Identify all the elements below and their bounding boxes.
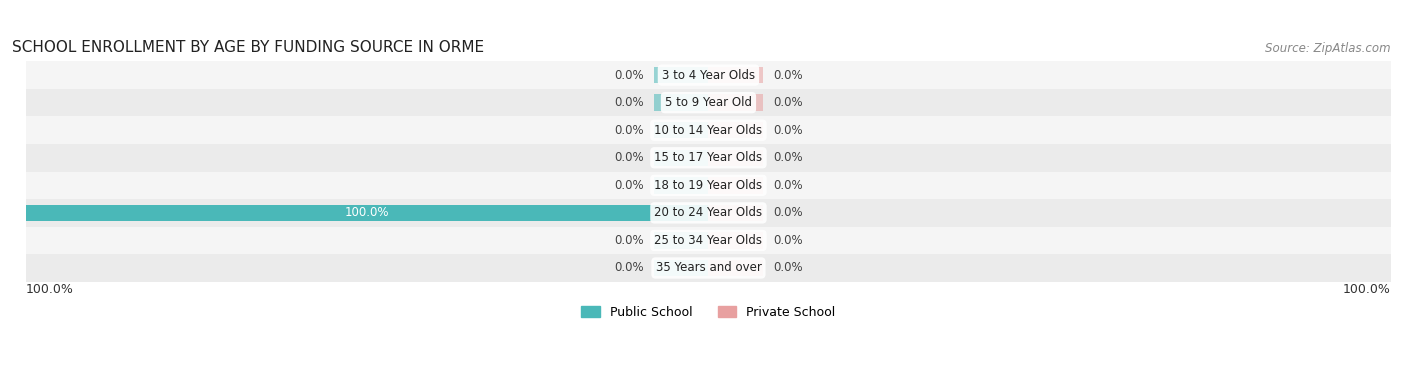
Bar: [709, 94, 763, 111]
Text: 0.0%: 0.0%: [773, 179, 803, 192]
Text: 0.0%: 0.0%: [614, 179, 644, 192]
Text: 0.0%: 0.0%: [773, 262, 803, 274]
Text: 100.0%: 100.0%: [25, 283, 73, 296]
Bar: [25, 89, 1391, 116]
Bar: [709, 177, 763, 194]
Text: 0.0%: 0.0%: [614, 96, 644, 109]
Text: 100.0%: 100.0%: [1343, 283, 1391, 296]
Text: 0.0%: 0.0%: [773, 96, 803, 109]
Text: Source: ZipAtlas.com: Source: ZipAtlas.com: [1265, 42, 1391, 55]
Bar: [25, 205, 709, 221]
Text: 0.0%: 0.0%: [614, 69, 644, 81]
Text: 18 to 19 Year Olds: 18 to 19 Year Olds: [654, 179, 762, 192]
Bar: [654, 150, 709, 166]
Legend: Public School, Private School: Public School, Private School: [576, 301, 841, 324]
Text: 0.0%: 0.0%: [773, 124, 803, 137]
Bar: [654, 94, 709, 111]
Text: 0.0%: 0.0%: [614, 234, 644, 247]
Text: 0.0%: 0.0%: [614, 151, 644, 164]
Text: 0.0%: 0.0%: [773, 151, 803, 164]
Text: 0.0%: 0.0%: [773, 69, 803, 81]
Bar: [25, 227, 1391, 254]
Text: 3 to 4 Year Olds: 3 to 4 Year Olds: [662, 69, 755, 81]
Text: 10 to 14 Year Olds: 10 to 14 Year Olds: [654, 124, 762, 137]
Text: 5 to 9 Year Old: 5 to 9 Year Old: [665, 96, 752, 109]
Bar: [25, 199, 1391, 227]
Bar: [654, 260, 709, 276]
Bar: [654, 122, 709, 138]
Text: 0.0%: 0.0%: [773, 206, 803, 219]
Bar: [709, 150, 763, 166]
Bar: [25, 144, 1391, 172]
Text: 0.0%: 0.0%: [614, 124, 644, 137]
Bar: [25, 61, 1391, 89]
Text: 15 to 17 Year Olds: 15 to 17 Year Olds: [654, 151, 762, 164]
Bar: [654, 232, 709, 249]
Text: 0.0%: 0.0%: [614, 262, 644, 274]
Bar: [25, 172, 1391, 199]
Text: 20 to 24 Year Olds: 20 to 24 Year Olds: [654, 206, 762, 219]
Text: 0.0%: 0.0%: [773, 234, 803, 247]
Text: 25 to 34 Year Olds: 25 to 34 Year Olds: [654, 234, 762, 247]
Text: 35 Years and over: 35 Years and over: [655, 262, 762, 274]
Bar: [709, 260, 763, 276]
Text: SCHOOL ENROLLMENT BY AGE BY FUNDING SOURCE IN ORME: SCHOOL ENROLLMENT BY AGE BY FUNDING SOUR…: [13, 40, 485, 55]
Bar: [709, 67, 763, 83]
Text: 100.0%: 100.0%: [344, 206, 389, 219]
Bar: [25, 116, 1391, 144]
Bar: [709, 232, 763, 249]
Bar: [709, 122, 763, 138]
Bar: [25, 254, 1391, 282]
Bar: [654, 67, 709, 83]
Bar: [654, 177, 709, 194]
Bar: [709, 205, 763, 221]
